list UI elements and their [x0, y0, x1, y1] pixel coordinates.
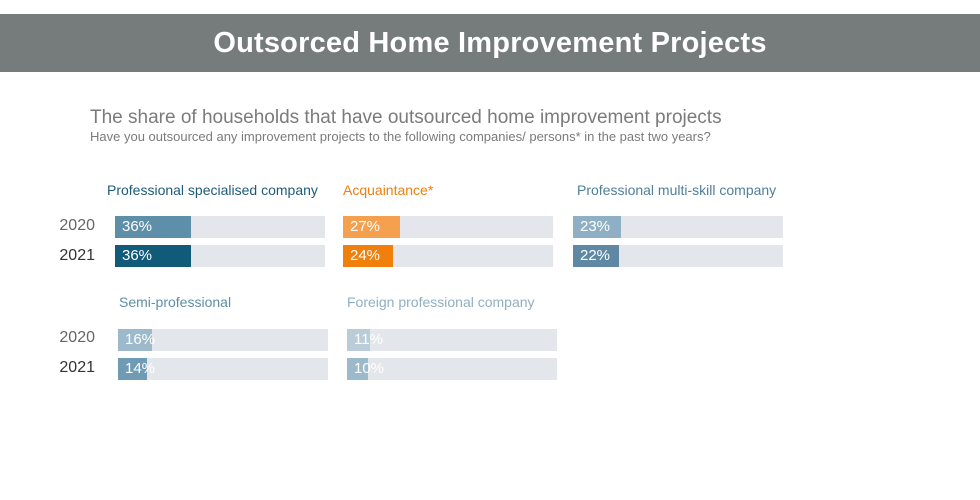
year-label-2021: 2021 [59, 359, 95, 376]
chart-subtitle: The share of households that have outsou… [90, 107, 722, 128]
panel-acquaintance: Acquaintance* 27% 24% [343, 182, 573, 272]
data-label-2020: 11% [354, 331, 383, 348]
bar-track-2020: 11% [347, 329, 557, 351]
panel-foreign-professional: Foreign professional company 11% 10% [347, 294, 577, 384]
year-label-2021: 2021 [59, 247, 95, 264]
year-label-2020: 2020 [59, 217, 95, 234]
panel-title: Professional specialised company [107, 182, 318, 198]
data-label-2021: 10% [354, 360, 385, 377]
bar-track-2020: 27% [343, 216, 553, 238]
data-label-2021: 24% [350, 247, 381, 264]
bar-track-2021: 10% [347, 358, 557, 380]
bar-2020 [573, 216, 622, 238]
bar-2020 [343, 216, 400, 238]
page-title: Outsorced Home Improvement Projects [213, 26, 767, 59]
data-label-2020: 36% [122, 218, 153, 235]
panel-professional-multi-skill: Professional multi-skill company 23% 22% [573, 182, 803, 272]
bar-2021 [115, 245, 191, 267]
bar-2021 [343, 245, 394, 267]
title-banner: Outsorced Home Improvement Projects [0, 14, 980, 72]
panel-semi-professional: Semi-professional 2020 2021 16% 14% [55, 294, 335, 384]
bar-track-2020: 36% [115, 216, 325, 238]
year-label-2020: 2020 [59, 329, 95, 346]
bar-track-2021: 36% [115, 245, 325, 267]
bar-track-2020: 23% [573, 216, 783, 238]
panel-title: Professional multi-skill company [577, 182, 777, 198]
bar-2021 [347, 358, 368, 380]
bar-track-2021: 24% [343, 245, 553, 267]
panel-title: Semi-professional [119, 294, 232, 310]
data-label-2021: 14% [125, 360, 156, 377]
bar-track-2021: 14% [118, 358, 328, 380]
panel-professional-specialised: Professional specialised company 2020 20… [55, 182, 335, 272]
bar-2020 [118, 329, 152, 351]
survey-question: Have you outsourced any improvement proj… [90, 129, 711, 144]
data-label-2020: 23% [580, 218, 611, 235]
bar-2020 [115, 216, 191, 238]
bar-track-2021: 22% [573, 245, 783, 267]
bar-2021 [118, 358, 148, 380]
bar-track-2020: 16% [118, 329, 328, 351]
data-label-2021: 36% [122, 247, 153, 264]
bar-2021 [573, 245, 620, 267]
bar-2020 [347, 329, 371, 351]
panel-title: Foreign professional company [347, 294, 535, 310]
data-label-2020: 16% [125, 331, 156, 348]
panel-title: Acquaintance* [343, 182, 434, 198]
data-label-2021: 22% [580, 247, 611, 264]
data-label-2020: 27% [350, 218, 381, 235]
